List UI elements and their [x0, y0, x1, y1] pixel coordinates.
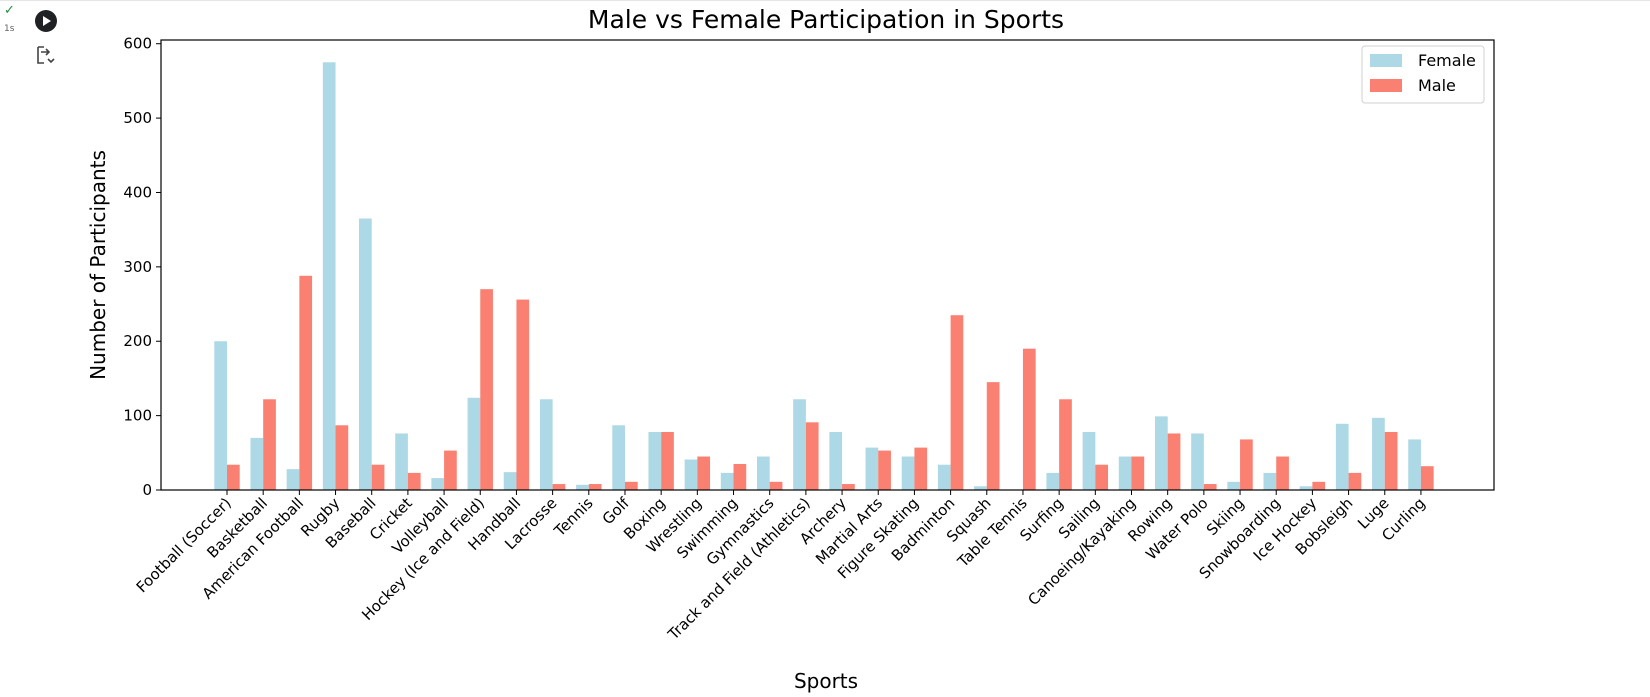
plot-frame — [160, 39, 1495, 491]
bar-male-ice-hockey — [1312, 481, 1326, 490]
bar-male-wrestling — [697, 456, 711, 490]
bar-male-canoeing-kayaking — [1131, 456, 1145, 490]
y-tick-label: 600 — [123, 35, 152, 53]
run-cell-button[interactable] — [35, 10, 57, 32]
bar-female-football-soccer — [214, 341, 227, 490]
bar-male-bobsleigh — [1348, 472, 1362, 490]
y-tick-label: 300 — [123, 258, 152, 276]
bar-male-baseball — [371, 464, 385, 490]
bar-male-table-tennis — [1022, 348, 1036, 490]
bar-female-hockey-ice-and-field — [467, 397, 481, 490]
bar-male-swimming — [733, 463, 747, 490]
bar-male-golf — [624, 481, 638, 490]
bar-female-ice-hockey — [1299, 486, 1313, 490]
chart-title: Male vs Female Participation in Sports — [588, 5, 1064, 34]
y-axis-label: Number of Participants — [86, 150, 110, 380]
bar-male-curling — [1420, 466, 1434, 490]
bar-female-boxing — [648, 431, 662, 490]
bar-female-sailing — [1082, 431, 1096, 490]
legend-label-male: Male — [1418, 76, 1456, 95]
x-axis-label: Sports — [794, 669, 858, 693]
legend-swatch-male — [1370, 79, 1402, 92]
bar-male-cricket — [407, 472, 421, 490]
execution-time: 1s — [4, 24, 15, 34]
bar-female-baseball — [359, 218, 372, 490]
bar-female-curling — [1408, 439, 1421, 490]
x-tick-label-tennis: Tennis — [550, 494, 597, 541]
bar-female-archery — [829, 431, 843, 490]
bar-male-luge — [1384, 431, 1398, 490]
bar-female-squash — [974, 486, 987, 490]
bar-male-water-polo — [1203, 484, 1217, 490]
bar-female-luge — [1372, 417, 1385, 490]
bar-female-surfing — [1046, 472, 1060, 490]
y-tick-label: 500 — [123, 109, 152, 127]
bar-male-squash — [986, 382, 1000, 490]
bars-group — [214, 62, 1434, 491]
bar-female-handball — [503, 472, 517, 490]
bar-female-canoeing-kayaking — [1118, 456, 1132, 490]
bar-male-gymnastics — [769, 481, 783, 490]
y-tick-label: 200 — [123, 332, 152, 350]
bar-female-golf — [612, 425, 625, 490]
bar-female-skiing — [1227, 481, 1241, 490]
top-border — [0, 0, 1650, 1]
bar-female-volleyball — [431, 478, 445, 490]
bar-female-basketball — [250, 437, 264, 490]
bar-male-rugby — [335, 425, 349, 490]
bar-male-surfing — [1059, 399, 1072, 490]
bar-male-snowboarding — [1276, 456, 1289, 490]
y-ticks: 0 100 200 300 400 500 600 — [123, 35, 161, 499]
bar-male-archery — [842, 484, 855, 490]
bar-female-rowing — [1154, 416, 1168, 490]
bar-female-badminton — [937, 464, 951, 490]
bar-female-martial-arts — [865, 447, 879, 490]
bar-female-tennis — [576, 484, 589, 490]
bar-female-water-polo — [1191, 433, 1204, 490]
y-tick-label: 0 — [142, 481, 152, 499]
bar-female-lacrosse — [539, 399, 553, 490]
legend-label-female: Female — [1418, 51, 1476, 70]
bar-female-swimming — [720, 472, 734, 490]
bar-male-rowing — [1167, 433, 1181, 490]
bar-male-badminton — [950, 315, 964, 490]
bar-male-skiing — [1240, 439, 1253, 490]
bar-female-american-football — [286, 469, 300, 490]
bar-male-american-football — [299, 275, 313, 490]
bar-male-boxing — [661, 431, 674, 490]
bar-male-track-and-field-athletics — [805, 422, 819, 490]
legend-swatch-female — [1370, 54, 1402, 67]
bar-male-handball — [516, 299, 530, 490]
legend: Female Male — [1361, 45, 1485, 104]
bar-male-lacrosse — [552, 484, 566, 490]
bar-female-gymnastics — [757, 456, 770, 490]
bar-female-snowboarding — [1263, 472, 1277, 490]
bar-male-hockey-ice-and-field — [480, 289, 493, 490]
cell-gutter: ✓ 1s — [0, 0, 80, 80]
y-tick-label: 100 — [123, 407, 152, 425]
bar-male-tennis — [588, 484, 602, 490]
y-tick-label: 400 — [123, 183, 152, 201]
bar-female-cricket — [395, 433, 408, 490]
bar-female-track-and-field-athletics — [793, 399, 806, 490]
bar-female-wrestling — [684, 459, 698, 490]
bar-male-figure-skating — [914, 447, 928, 490]
bar-female-rugby — [322, 62, 336, 491]
bar-male-football-soccer — [227, 464, 240, 490]
bar-male-martial-arts — [878, 450, 891, 490]
bar-male-sailing — [1095, 464, 1109, 490]
bar-female-bobsleigh — [1335, 423, 1349, 490]
bar-male-basketball — [263, 399, 276, 490]
check-icon: ✓ — [4, 3, 15, 18]
output-toggle-icon[interactable] — [34, 44, 58, 66]
bar-male-volleyball — [444, 450, 457, 490]
bar-female-figure-skating — [901, 456, 915, 490]
